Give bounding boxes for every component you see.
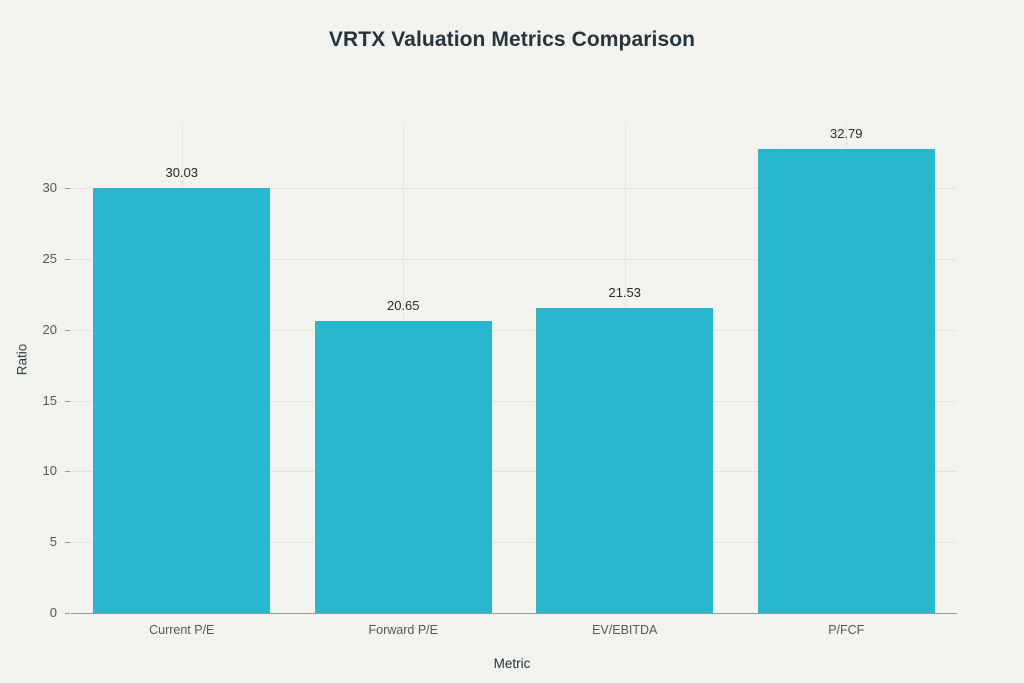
y-tick-label: 5 bbox=[49, 534, 57, 550]
y-tick-mark bbox=[65, 542, 70, 544]
x-tick-label: Forward P/E bbox=[368, 623, 438, 637]
gridline-horizontal bbox=[71, 400, 957, 402]
gridline-horizontal bbox=[71, 258, 957, 260]
y-tick-mark bbox=[65, 258, 70, 260]
y-tick-label: 0 bbox=[49, 605, 57, 620]
y-tick-mark bbox=[65, 400, 70, 402]
x-tick-label: P/FCF bbox=[828, 623, 865, 637]
y-tick-label: 15 bbox=[42, 392, 57, 408]
gridline-horizontal bbox=[71, 542, 957, 544]
plot-area bbox=[71, 123, 957, 613]
bar-value-label: 20.65 bbox=[386, 297, 420, 313]
y-tick-mark bbox=[65, 471, 70, 473]
x-tick-label: EV/EBITDA bbox=[592, 623, 658, 637]
bar[interactable] bbox=[93, 187, 271, 613]
y-tick-mark bbox=[65, 329, 70, 331]
y-axis-title: Ratio bbox=[14, 343, 30, 376]
y-tick-label: 30 bbox=[42, 180, 57, 196]
bar[interactable] bbox=[314, 320, 492, 613]
bar[interactable] bbox=[536, 308, 714, 613]
gridline-horizontal bbox=[71, 188, 957, 190]
x-tick-label: Current P/E bbox=[149, 623, 215, 637]
gridline-horizontal bbox=[71, 471, 957, 473]
y-tick-mark bbox=[65, 188, 70, 190]
x-axis-line bbox=[71, 613, 957, 614]
bar-value-label: 30.03 bbox=[165, 164, 199, 180]
y-tick-label: 25 bbox=[42, 250, 57, 266]
gridline-horizontal bbox=[71, 329, 957, 331]
chart-title: VRTX Valuation Metrics Comparison bbox=[328, 28, 696, 51]
y-tick-label: 20 bbox=[42, 321, 57, 337]
x-axis-title: Metric bbox=[493, 656, 531, 671]
bar-value-label: 21.53 bbox=[608, 285, 642, 301]
bar[interactable] bbox=[757, 148, 935, 613]
y-tick-mark bbox=[65, 613, 70, 614]
y-tick-label: 10 bbox=[42, 463, 57, 479]
bar-value-label: 32.79 bbox=[829, 125, 863, 141]
